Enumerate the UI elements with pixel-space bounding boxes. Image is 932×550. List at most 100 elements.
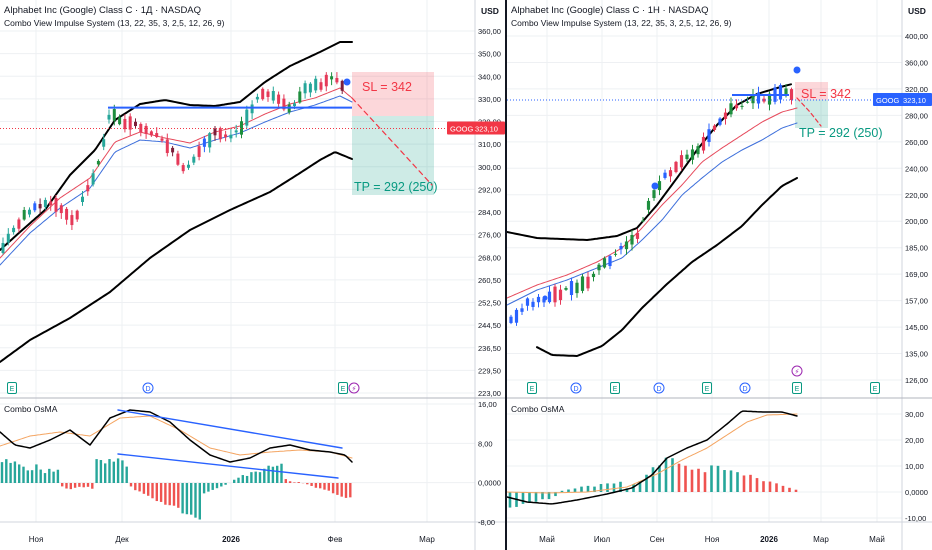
osma-legend[interactable]: Combo OsMA — [511, 404, 565, 414]
osma-bar — [138, 483, 141, 492]
osma-bar — [159, 483, 163, 502]
channel-lower-line — [536, 177, 798, 357]
osma-bar — [284, 479, 287, 483]
price-candle — [547, 291, 552, 303]
take-profit-label: TP = 292 (250) — [799, 126, 883, 140]
price-candle — [96, 160, 100, 165]
price-candle — [657, 181, 662, 191]
osma-bar — [155, 483, 158, 502]
price-candle — [134, 121, 137, 127]
price-axis-label: 220,00 — [905, 191, 928, 200]
price-candle — [751, 94, 755, 104]
osma-bar — [612, 483, 616, 492]
price-axis-label: 300,00 — [478, 163, 501, 172]
price-candle — [762, 98, 766, 102]
price-candle — [229, 134, 233, 139]
price-candle — [591, 273, 596, 278]
osma-axis-label: -8,00 — [478, 518, 495, 527]
osma-bar — [164, 483, 167, 505]
price-axis-label: 350,00 — [478, 50, 501, 59]
price-candle — [38, 204, 42, 209]
panel-divider[interactable] — [505, 0, 507, 550]
price-candle — [49, 201, 53, 206]
price-candle — [613, 253, 618, 255]
earnings-marker — [610, 382, 620, 394]
osma-bar — [645, 474, 648, 492]
price-candle — [580, 276, 585, 291]
price-candle — [553, 286, 557, 303]
osma-bar — [185, 483, 189, 515]
price-candle — [139, 124, 143, 133]
channel-upper-line — [507, 83, 792, 241]
osma-bar — [297, 482, 300, 483]
price-candle — [298, 91, 302, 103]
price-axis-label: 276,00 — [478, 231, 501, 240]
osma-bar — [237, 477, 240, 483]
osma-bar — [323, 483, 326, 490]
osma-bar — [749, 474, 752, 492]
price-candle — [22, 209, 26, 220]
earnings-marker — [702, 382, 712, 394]
osma-bar — [723, 470, 726, 492]
price-candle — [43, 199, 47, 208]
currency-label[interactable]: USD — [481, 6, 499, 16]
osma-bar — [65, 483, 68, 489]
price-candle — [6, 233, 10, 243]
stop-loss-zone — [795, 82, 828, 100]
price-axis-label: 135,00 — [905, 350, 928, 359]
osma-bar — [190, 483, 193, 515]
price-candle — [54, 197, 58, 212]
price-candle — [712, 125, 717, 130]
osma-bar — [541, 492, 544, 500]
currency-label[interactable]: USD — [908, 6, 926, 16]
price-axis-label: 126,00 — [905, 376, 928, 385]
osma-bar — [619, 481, 622, 492]
daily-chart-canvas[interactable]: SL = 342 TP = 292 (250) 360,00 350,00 340,00… — [0, 0, 505, 550]
price-candle — [303, 83, 307, 94]
osma-bar — [775, 483, 778, 492]
osma-bar — [56, 469, 60, 483]
price-axis-label: 310,00 — [478, 140, 501, 149]
dividend-marker — [570, 382, 582, 394]
event-marker-label: E — [341, 386, 346, 393]
price-candle — [319, 82, 323, 90]
osma-bar — [664, 457, 668, 492]
price-candle — [282, 98, 286, 110]
price-axis-label: 360,00 — [478, 27, 501, 36]
chart-title: Alphabet Inc (Google) Class C · 1H · NAS… — [511, 5, 709, 16]
event-marker-label: E — [795, 386, 800, 393]
price-candle — [509, 316, 513, 323]
daily-chart-panel[interactable]: SL = 342 TP = 292 (250) 360,00 350,00 340,00… — [0, 0, 505, 550]
price-candle — [679, 155, 684, 168]
price-axis-label: 145,00 — [905, 323, 928, 332]
osma-bar — [263, 468, 266, 483]
price-candle — [149, 131, 153, 136]
osma-bar — [168, 483, 171, 506]
time-axis-label: Май — [539, 535, 555, 544]
indicator-legend[interactable]: Combo View Impulse System (13, 22, 35, 3… — [511, 18, 732, 28]
osma-bar — [9, 462, 12, 483]
osma-oscillator-line — [0, 409, 353, 463]
price-candle — [155, 133, 159, 137]
indicator-legend[interactable]: Combo View Impulse System (13, 22, 35, 3… — [4, 18, 225, 28]
osma-bar — [788, 487, 791, 492]
osma-legend[interactable]: Combo OsMA — [4, 404, 58, 414]
price-candle — [112, 109, 116, 121]
time-axis-label: Ноя — [705, 535, 720, 544]
osma-bar — [99, 460, 103, 483]
osma-bar — [125, 466, 128, 483]
hourly-chart-canvas[interactable]: SL = 342 TP = 292 (250) 400,00 360,00 320,00… — [507, 0, 932, 550]
osma-bar — [18, 464, 21, 483]
osma-bar — [78, 483, 81, 487]
price-candle — [778, 85, 783, 100]
price-candle — [586, 276, 590, 289]
price-candle — [123, 118, 127, 130]
price-candle — [202, 138, 206, 147]
hourly-chart-panel[interactable]: SL = 342 TP = 292 (250) 400,00 360,00 320,00… — [507, 0, 932, 550]
price-candle — [789, 89, 794, 100]
price-candle — [118, 117, 122, 125]
osma-bar — [521, 492, 525, 504]
osma-signal-line — [0, 415, 353, 459]
osma-bar — [250, 472, 253, 483]
osma-bar — [147, 483, 150, 496]
